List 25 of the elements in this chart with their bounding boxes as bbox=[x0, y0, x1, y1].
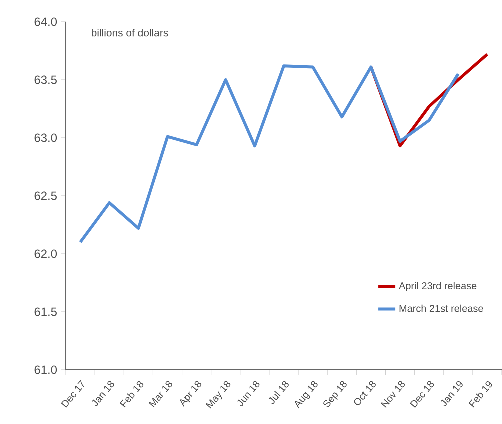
x-tick-label: Dec 18 bbox=[410, 381, 434, 408]
x-tick-label: Feb 18 bbox=[120, 381, 144, 408]
x-tick-label: Jan 19 bbox=[440, 381, 463, 406]
x-tick-label: Sep 18 bbox=[324, 381, 347, 408]
x-tick-label: Aug 18 bbox=[295, 381, 318, 409]
x-tick-label: Jan 18 bbox=[92, 381, 114, 406]
y-tick-label: 62.0 bbox=[34, 250, 58, 258]
y-tick-label: 62.5 bbox=[34, 192, 57, 200]
line-series bbox=[79, 64, 460, 244]
y-tick-label: 64.0 bbox=[34, 18, 58, 26]
x-tick-label: Mar 18 bbox=[148, 381, 172, 408]
x-tick-label: Apr 18 bbox=[180, 381, 202, 407]
legend-label: April 23rd release bbox=[399, 282, 477, 292]
y-tick-label: 61.5 bbox=[34, 308, 57, 316]
x-tick-label: Feb 19 bbox=[468, 381, 492, 408]
x-tick-label: Oct 18 bbox=[354, 381, 376, 406]
x-tick-label: Dec 17 bbox=[61, 380, 84, 408]
y-tick-label: 63.0 bbox=[34, 134, 58, 142]
legend-label: March 21st release bbox=[400, 304, 484, 312]
y-tick-label: 63.5 bbox=[34, 76, 57, 84]
x-tick-label: Nov 18 bbox=[381, 381, 406, 408]
x-tick-label: Jun 18 bbox=[238, 381, 260, 406]
x-tick-label: Jul 18 bbox=[268, 381, 289, 404]
y-axis-title: billions of dollars bbox=[92, 29, 168, 37]
y-tick-label: 61.0 bbox=[34, 366, 58, 374]
